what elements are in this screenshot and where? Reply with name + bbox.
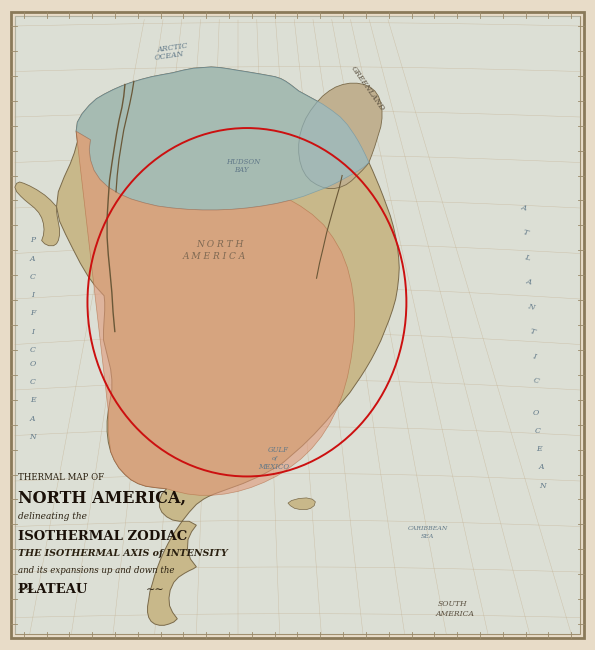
Text: A: A bbox=[538, 463, 544, 471]
Text: O: O bbox=[30, 360, 36, 368]
Text: THE ISOTHERMAL AXIS of INTENSITY: THE ISOTHERMAL AXIS of INTENSITY bbox=[18, 549, 228, 558]
Text: A: A bbox=[30, 255, 36, 263]
Text: C: C bbox=[30, 273, 36, 281]
Polygon shape bbox=[15, 182, 60, 246]
Polygon shape bbox=[299, 83, 382, 188]
Text: N O R T H: N O R T H bbox=[196, 240, 244, 249]
Text: GULF: GULF bbox=[268, 446, 289, 454]
Text: A: A bbox=[520, 203, 527, 213]
Text: C: C bbox=[534, 427, 540, 435]
Text: THERMAL MAP OF: THERMAL MAP OF bbox=[18, 473, 104, 482]
Text: PLATEAU: PLATEAU bbox=[18, 583, 88, 596]
Text: I: I bbox=[31, 328, 35, 335]
Text: I: I bbox=[31, 291, 35, 299]
Text: T: T bbox=[529, 327, 536, 336]
Text: BAY: BAY bbox=[234, 166, 248, 174]
Text: T: T bbox=[522, 228, 529, 237]
Text: NORTH AMERICA,: NORTH AMERICA, bbox=[18, 490, 186, 507]
Text: C: C bbox=[532, 376, 540, 385]
Text: F: F bbox=[30, 309, 35, 317]
Text: I: I bbox=[532, 352, 537, 361]
Text: N: N bbox=[527, 302, 535, 311]
Text: ISOTHERMAL ZODIAC: ISOTHERMAL ZODIAC bbox=[18, 530, 187, 543]
Text: O: O bbox=[533, 409, 538, 417]
Text: CARIBBEAN: CARIBBEAN bbox=[408, 526, 449, 531]
Text: SEA: SEA bbox=[421, 534, 434, 540]
Text: OCEAN: OCEAN bbox=[154, 49, 185, 62]
Text: SOUTH: SOUTH bbox=[437, 600, 467, 608]
Text: A: A bbox=[30, 415, 36, 422]
Text: GREENLAND: GREENLAND bbox=[349, 64, 386, 112]
Text: N: N bbox=[539, 482, 546, 489]
Polygon shape bbox=[76, 67, 369, 210]
Text: P: P bbox=[30, 237, 35, 244]
Text: HUDSON: HUDSON bbox=[226, 158, 260, 166]
Polygon shape bbox=[288, 498, 315, 510]
Text: A M E R I C A: A M E R I C A bbox=[183, 252, 246, 261]
Text: ∼∼: ∼∼ bbox=[17, 584, 36, 595]
Text: E: E bbox=[30, 396, 36, 404]
Text: N: N bbox=[29, 433, 36, 441]
Text: delineating the: delineating the bbox=[18, 512, 87, 521]
Text: A: A bbox=[525, 278, 533, 287]
Text: and its expansions up and down the: and its expansions up and down the bbox=[18, 566, 174, 575]
Polygon shape bbox=[76, 131, 355, 495]
Text: E: E bbox=[536, 445, 542, 453]
Text: ARCTIC: ARCTIC bbox=[156, 42, 189, 54]
Text: L: L bbox=[524, 253, 531, 262]
Text: MEXICO: MEXICO bbox=[258, 463, 289, 471]
Text: ∼∼: ∼∼ bbox=[146, 584, 165, 595]
Text: AMERICA: AMERICA bbox=[436, 610, 475, 618]
Text: of: of bbox=[272, 456, 278, 461]
Text: C: C bbox=[30, 378, 36, 386]
Text: C: C bbox=[30, 346, 36, 354]
Polygon shape bbox=[57, 67, 399, 625]
